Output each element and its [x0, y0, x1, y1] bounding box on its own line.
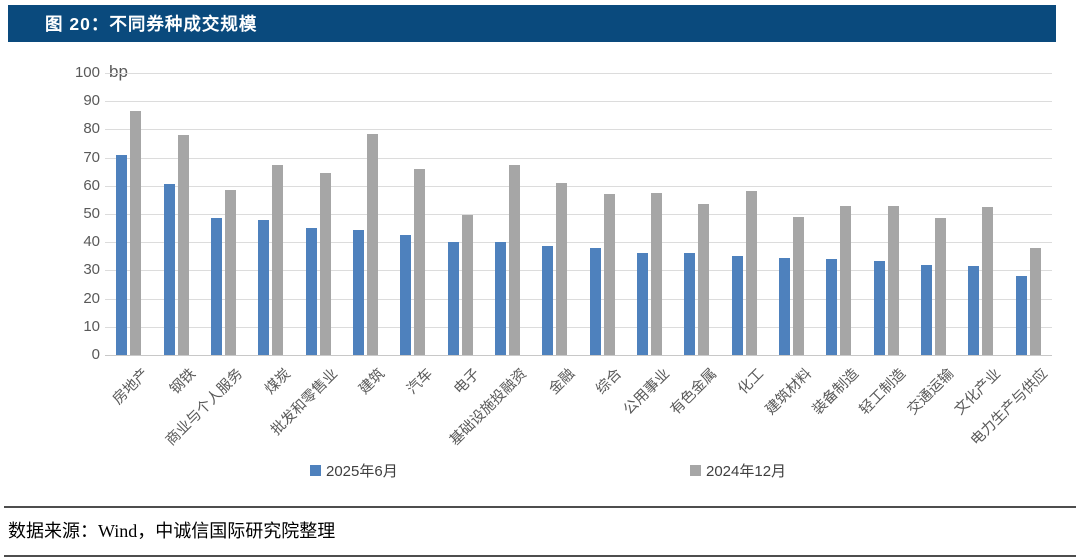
- x-category-label: 电子: [451, 365, 484, 398]
- bar-previous-6: [414, 168, 426, 355]
- footer-rule-top: [4, 506, 1076, 508]
- bar-current-17: [921, 264, 933, 355]
- bar-current-14: [779, 257, 791, 355]
- x-category-label: 煤炭: [262, 365, 294, 398]
- x-category-label: 钢铁: [167, 365, 200, 398]
- gridline: [105, 129, 1052, 131]
- y-tick-label: 90: [83, 92, 100, 110]
- bar-previous-1: [177, 135, 189, 355]
- x-category-label: 公用事业: [620, 365, 673, 419]
- bar-current-8: [494, 242, 506, 355]
- x-category-label: 金融: [546, 365, 578, 398]
- bar-previous-10: [603, 194, 615, 355]
- y-tick-label: 10: [83, 317, 100, 335]
- bar-current-12: [684, 253, 696, 355]
- bar-previous-12: [698, 204, 710, 355]
- y-axis-unit-label: bp: [109, 62, 128, 81]
- bar-current-2: [210, 218, 222, 355]
- y-tick-label: 60: [83, 176, 100, 194]
- bar-current-4: [305, 228, 317, 355]
- x-category-label: 交通运输: [904, 365, 957, 419]
- bar-current-0: [116, 154, 128, 355]
- gridline: [105, 270, 1052, 272]
- bar-current-13: [731, 256, 743, 355]
- legend-item-2024-12: 2024年12月: [690, 460, 786, 481]
- y-tick-label: 40: [83, 233, 100, 251]
- gridline: [105, 242, 1052, 244]
- bar-previous-18: [982, 206, 994, 355]
- bar-chart-plot-area: [105, 73, 1052, 356]
- gridline: [105, 101, 1052, 103]
- legend-swatch-blue: [310, 465, 321, 476]
- bar-previous-0: [130, 111, 142, 355]
- bar-current-15: [826, 259, 838, 355]
- x-category-label: 化工: [735, 365, 768, 398]
- gridline: [105, 157, 1052, 159]
- bar-current-18: [968, 266, 980, 355]
- bar-previous-7: [461, 215, 473, 355]
- legend-label: 2024年12月: [706, 463, 787, 480]
- bar-current-16: [873, 260, 885, 355]
- y-tick-label: 70: [83, 148, 100, 166]
- data-source-text: 数据来源：Wind，中诚信国际研究院整理: [8, 521, 336, 541]
- bar-current-9: [542, 246, 554, 355]
- footer-rule-bottom: [4, 555, 1076, 557]
- bar-previous-3: [272, 164, 284, 355]
- y-tick-label: 50: [83, 205, 100, 222]
- bar-current-1: [163, 184, 175, 355]
- y-tick-label: 0: [91, 346, 100, 363]
- x-category-label: 建筑: [356, 365, 389, 398]
- bar-previous-4: [319, 173, 331, 355]
- figure-header: 图 20：不同券种成交规模: [8, 5, 1056, 42]
- bar-previous-17: [935, 218, 947, 355]
- y-tick-label: 30: [83, 261, 100, 279]
- legend-item-2025-06: 2025年6月: [310, 460, 398, 481]
- bar-previous-15: [840, 205, 852, 355]
- bar-current-3: [258, 219, 270, 355]
- x-category-label: 轻工制造: [857, 365, 910, 419]
- gridline: [105, 355, 1052, 356]
- figure-title: 图 20：不同券种成交规模: [45, 14, 258, 34]
- x-category-label: 综合: [593, 365, 626, 398]
- bar-current-19: [1015, 276, 1027, 355]
- gridline: [105, 326, 1052, 328]
- bar-previous-14: [793, 216, 805, 355]
- y-tick-label: 80: [83, 120, 100, 138]
- bar-current-10: [589, 247, 601, 355]
- bar-current-7: [447, 242, 459, 355]
- y-tick-label: 20: [83, 289, 100, 307]
- legend-label: 2025年6月: [326, 463, 398, 480]
- legend-swatch-gray: [690, 465, 701, 476]
- bar-previous-8: [508, 164, 520, 355]
- bar-previous-16: [887, 205, 899, 355]
- bar-previous-13: [745, 191, 757, 355]
- bar-current-6: [400, 235, 412, 355]
- bar-previous-2: [224, 190, 236, 355]
- y-tick-label: 100: [74, 64, 100, 81]
- bar-previous-9: [556, 182, 568, 355]
- bar-previous-11: [651, 192, 663, 355]
- gridline: [105, 73, 1052, 74]
- bar-current-11: [637, 253, 649, 355]
- x-category-label: 汽车: [404, 365, 436, 398]
- gridline: [105, 214, 1052, 215]
- bar-previous-5: [366, 133, 378, 355]
- gridline: [105, 185, 1052, 187]
- bar-current-5: [352, 229, 364, 355]
- x-category-label: 有色金属: [667, 365, 721, 419]
- x-category-label: 装备制造: [809, 365, 863, 419]
- bar-previous-19: [1029, 247, 1041, 355]
- gridline: [105, 298, 1052, 300]
- x-category-label: 建筑材料: [762, 365, 815, 419]
- x-category-label: 房地产: [109, 365, 152, 408]
